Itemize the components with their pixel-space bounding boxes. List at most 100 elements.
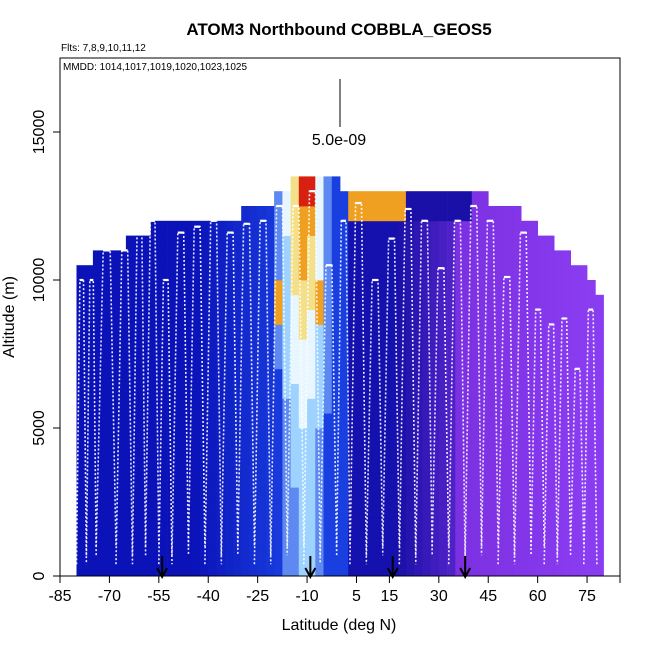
heatmap-cell [447, 561, 456, 576]
heatmap-cell [414, 561, 423, 576]
flight-track [365, 279, 384, 556]
heatmap-cell [570, 457, 580, 473]
heatmap-cell [117, 383, 127, 399]
heatmap-cell [405, 250, 415, 266]
heatmap-cell [167, 442, 176, 458]
heatmap-cell [372, 265, 382, 281]
heatmap-cell [364, 561, 374, 576]
heatmap-cell [340, 413, 349, 429]
heatmap-cell [595, 561, 604, 576]
heatmap-cell [191, 531, 201, 547]
heatmap-cell [134, 368, 143, 384]
heatmap-cell [372, 472, 382, 488]
heatmap-cell [488, 472, 497, 488]
heatmap-cell [430, 294, 440, 310]
heatmap-cell [125, 487, 135, 503]
heatmap-cell [578, 354, 588, 370]
heatmap-cell [463, 324, 473, 340]
heatmap-cell [521, 428, 530, 444]
heatmap-cell [224, 383, 234, 399]
heatmap-cell [142, 309, 151, 325]
heatmap-cell [257, 531, 267, 547]
heatmap-cell [405, 413, 415, 429]
heatmap-cell [587, 428, 596, 444]
heatmap-cell [348, 516, 357, 532]
heatmap-cell [430, 502, 440, 518]
heatmap-cell [545, 413, 555, 429]
heatmap-cell [356, 250, 366, 266]
heatmap-cell [191, 220, 201, 236]
heatmap-cell [150, 368, 160, 384]
heatmap-cell [364, 368, 374, 384]
heatmap-cell [356, 294, 366, 310]
heatmap-cell [191, 413, 201, 429]
heatmap-cell [307, 561, 316, 576]
heatmap-cell [488, 457, 497, 473]
heatmap-cell [307, 265, 316, 281]
heatmap-cell [438, 235, 448, 251]
heatmap-cell [372, 206, 382, 222]
heatmap-cell [307, 368, 316, 384]
heatmap-cell [331, 561, 341, 576]
heatmap-cell [504, 265, 514, 281]
heatmap-cell [323, 324, 333, 340]
heatmap-cell [356, 354, 366, 370]
heatmap-cell [595, 368, 604, 384]
heatmap-cell [117, 546, 127, 562]
heatmap-cell [578, 339, 588, 355]
heatmap-cell [200, 531, 209, 547]
heatmap-cell [208, 368, 217, 384]
heatmap-cell [183, 531, 193, 547]
heatmap-cell [224, 502, 234, 518]
heatmap-cell [216, 531, 226, 547]
heatmap-cell [167, 502, 176, 518]
heatmap-cell [191, 294, 201, 310]
heatmap-cell [447, 398, 456, 414]
heatmap-cell [405, 442, 415, 458]
heatmap-cell [512, 339, 522, 355]
heatmap-cell [496, 457, 506, 473]
heatmap-cell [208, 398, 217, 414]
heatmap-cell [521, 502, 530, 518]
heatmap-cell [265, 280, 275, 296]
heatmap-cell [480, 502, 489, 518]
heatmap-cell [430, 383, 440, 399]
heatmap-cell [381, 250, 390, 266]
heatmap-cell [241, 206, 250, 222]
heatmap-cell [191, 324, 201, 340]
heatmap-cell [125, 398, 135, 414]
heatmap-cell [241, 546, 250, 562]
heatmap-cell [109, 250, 118, 266]
heatmap-cell [455, 220, 464, 236]
heatmap-cell [142, 339, 151, 355]
heatmap-cell [150, 428, 160, 444]
heatmap-cell [282, 324, 291, 340]
heatmap-cell [447, 472, 456, 488]
heatmap-cell [158, 457, 168, 473]
heatmap-cell [307, 235, 316, 251]
heatmap-cell [422, 502, 431, 518]
heatmap-cell [504, 280, 514, 296]
heatmap-cell [76, 413, 86, 429]
heatmap-cell [471, 220, 481, 236]
heatmap-cell [290, 176, 300, 192]
heatmap-cell [249, 383, 258, 399]
heatmap-cell [200, 265, 209, 281]
heatmap-cell [545, 472, 555, 488]
heatmap-cell [290, 487, 300, 503]
heatmap-cell [595, 413, 604, 429]
heatmap-cell [307, 428, 316, 444]
heatmap-cell [504, 531, 514, 547]
heatmap-cell [142, 531, 151, 547]
heatmap-cell [216, 368, 226, 384]
heatmap-cell [521, 280, 530, 296]
heatmap-cell [249, 502, 258, 518]
heatmap-cell [512, 368, 522, 384]
heatmap-cell [372, 309, 382, 325]
heatmap-cell [158, 546, 168, 562]
heatmap-cell [117, 457, 127, 473]
heatmap-cell [578, 413, 588, 429]
heatmap-cell [471, 561, 481, 576]
heatmap-cell [101, 413, 110, 429]
heatmap-cell [175, 457, 184, 473]
